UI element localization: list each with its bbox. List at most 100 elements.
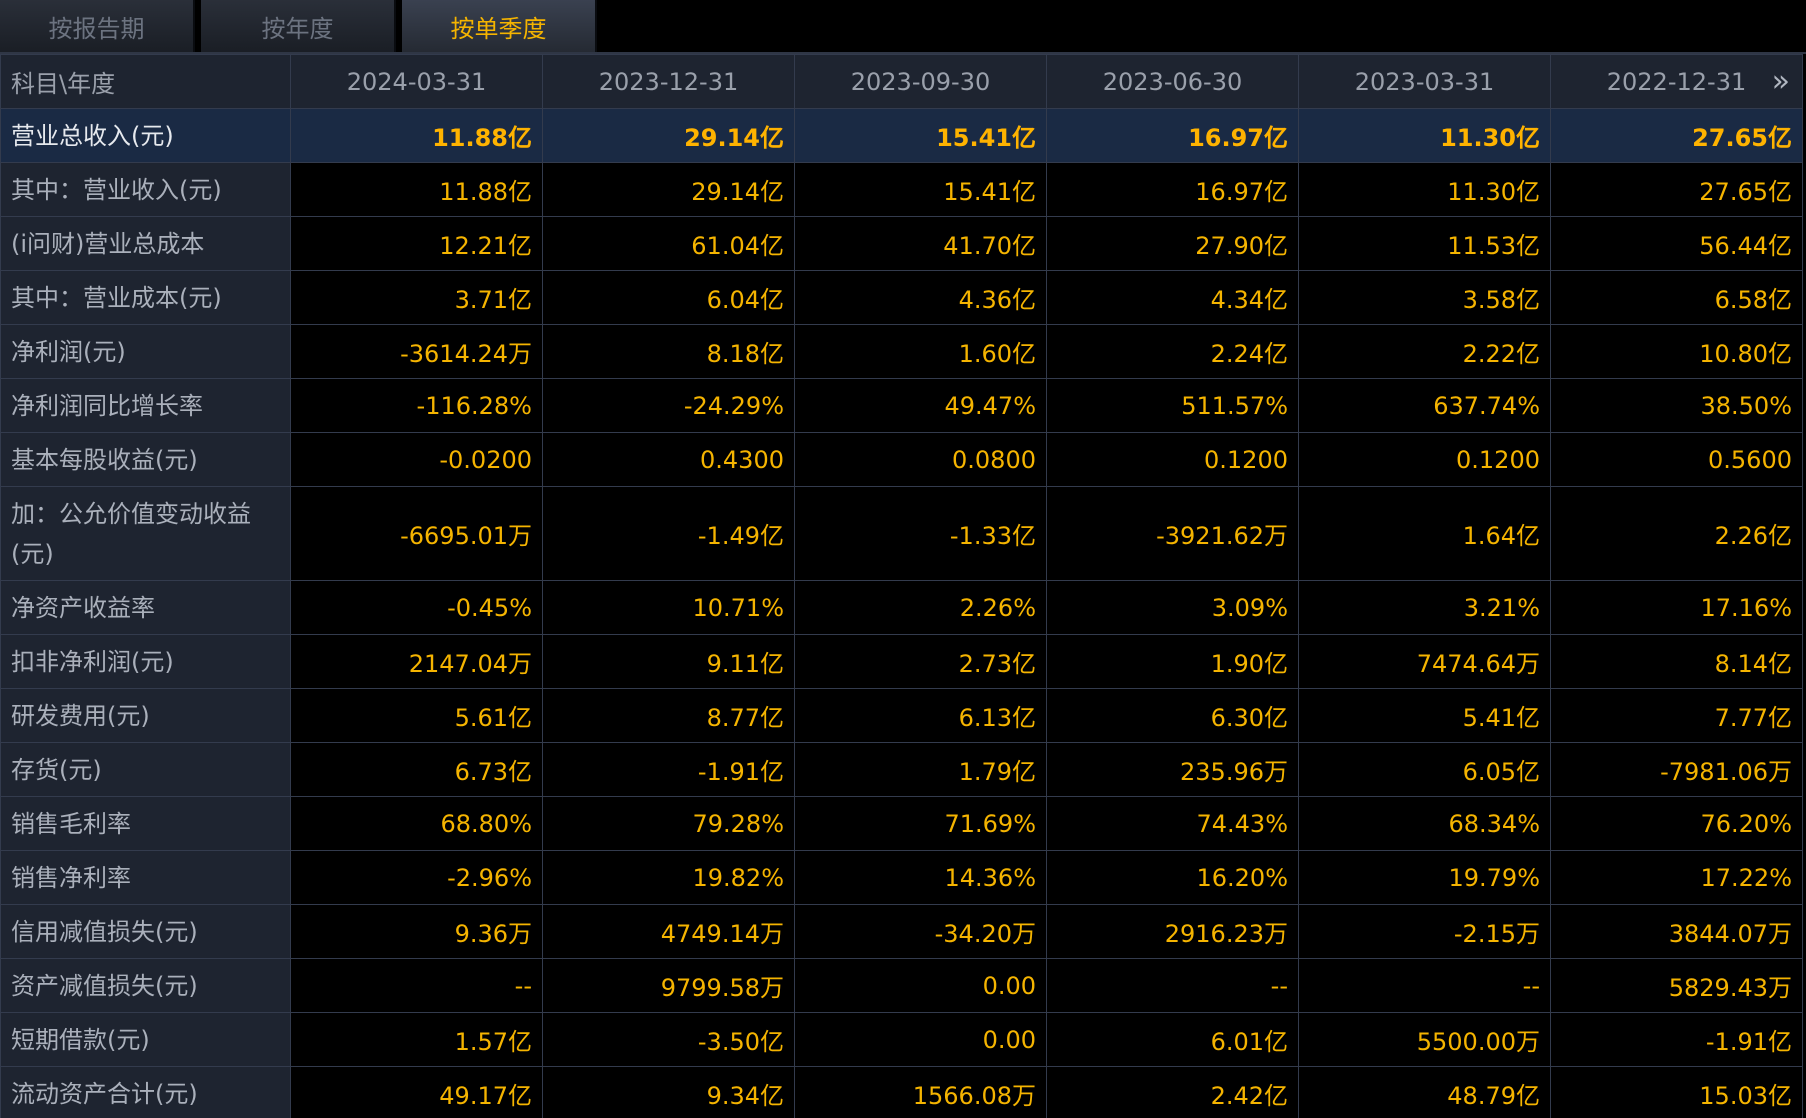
- cell-value: 3.21%: [1298, 580, 1551, 635]
- cell-value: 0.5600: [1550, 432, 1803, 487]
- table-row[interactable]: 基本每股收益(元) -0.0200 0.4300 0.0800 0.1200 0.1200…: [0, 432, 1803, 487]
- cell-value: 19.79%: [1298, 850, 1551, 905]
- cell-value: 2.26亿: [1550, 486, 1803, 581]
- cell-value: -0.45%: [290, 580, 543, 635]
- cell-value: 15.03亿: [1550, 1066, 1803, 1118]
- cell-value: 11.88亿: [290, 162, 543, 217]
- table-row[interactable]: 短期借款(元) 1.57亿 -3.50亿 0.00 6.01亿 5500.00万 -1.91…: [0, 1012, 1803, 1067]
- table-row[interactable]: 研发费用(元) 5.61亿 8.77亿 6.13亿 6.30亿 5.41亿 7.77亿: [0, 688, 1803, 743]
- cell-value: 4.34亿: [1046, 270, 1299, 325]
- table-row[interactable]: 其中：营业成本(元) 3.71亿 6.04亿 4.36亿 4.34亿 3.58亿 6.58亿: [0, 270, 1803, 325]
- cell-value: 2147.04万: [290, 634, 543, 689]
- cell-value: 2.73亿: [794, 634, 1047, 689]
- cell-value: 5.41亿: [1298, 688, 1551, 743]
- row-label: 其中：营业收入(元): [0, 162, 291, 217]
- cell-value: 6.13亿: [794, 688, 1047, 743]
- table-row[interactable]: 其中：营业收入(元) 11.88亿 29.14亿 15.41亿 16.97亿 11.30亿…: [0, 162, 1803, 217]
- cell-value: 29.14亿: [542, 108, 795, 163]
- cell-value: -6695.01万: [290, 486, 543, 581]
- cell-value: 2.42亿: [1046, 1066, 1299, 1118]
- cell-value: 11.30亿: [1298, 108, 1551, 163]
- cell-value: 2.22亿: [1298, 324, 1551, 379]
- cell-value: 17.22%: [1550, 850, 1803, 905]
- cell-value: 17.16%: [1550, 580, 1803, 635]
- table-row[interactable]: 净利润(元) -3614.24万 8.18亿 1.60亿 2.24亿 2.22亿 10.80…: [0, 324, 1803, 379]
- row-label: 流动资产合计(元): [0, 1066, 291, 1118]
- row-label: 存货(元): [0, 742, 291, 797]
- table-row[interactable]: 扣非净利润(元) 2147.04万 9.11亿 2.73亿 1.90亿 7474.64万 8…: [0, 634, 1803, 689]
- row-label: (i问财)营业总成本: [0, 216, 291, 271]
- column-header[interactable]: 2022-12-31 »: [1550, 54, 1803, 109]
- cell-value: 9.11亿: [542, 634, 795, 689]
- tab-by-report-period[interactable]: 按报告期: [0, 0, 195, 52]
- cell-value: --: [290, 958, 543, 1013]
- table-row[interactable]: 销售毛利率 68.80% 79.28% 71.69% 74.43% 68.34% 76.20…: [0, 796, 1803, 851]
- table-row[interactable]: (i问财)营业总成本 12.21亿 61.04亿 41.70亿 27.90亿 11.53亿…: [0, 216, 1803, 271]
- cell-value: 2916.23万: [1046, 904, 1299, 959]
- table-row[interactable]: 净资产收益率 -0.45% 10.71% 2.26% 3.09% 3.21% 17.16%: [0, 580, 1803, 635]
- cell-value: 56.44亿: [1550, 216, 1803, 271]
- cell-value: 9799.58万: [542, 958, 795, 1013]
- column-header[interactable]: 2023-06-30: [1046, 54, 1299, 109]
- tab-by-quarter[interactable]: 按单季度: [402, 0, 597, 52]
- cell-value: -34.20万: [794, 904, 1047, 959]
- cell-value: -24.29%: [542, 378, 795, 433]
- cell-value: 15.41亿: [794, 162, 1047, 217]
- column-header[interactable]: 2023-03-31: [1298, 54, 1551, 109]
- cell-value: 71.69%: [794, 796, 1047, 851]
- column-header[interactable]: 2024-03-31: [290, 54, 543, 109]
- table-row[interactable]: 营业总收入(元) 11.88亿 29.14亿 15.41亿 16.97亿 11.30亿 27…: [0, 108, 1803, 163]
- financial-table-container: 科目\年度 2024-03-31 2023-12-31 2023-09-30 2…: [0, 52, 1806, 1118]
- row-label: 资产减值损失(元): [0, 958, 291, 1013]
- cell-value: 11.88亿: [290, 108, 543, 163]
- row-label: 研发费用(元): [0, 688, 291, 743]
- next-page-icon[interactable]: »: [1771, 63, 1790, 99]
- column-header[interactable]: 2023-09-30: [794, 54, 1047, 109]
- cell-value: 6.05亿: [1298, 742, 1551, 797]
- cell-value: 0.4300: [542, 432, 795, 487]
- cell-value: 1.90亿: [1046, 634, 1299, 689]
- table-row[interactable]: 信用减值损失(元) 9.36万 4749.14万 -34.20万 2916.23万 -2.…: [0, 904, 1803, 959]
- table-row[interactable]: 销售净利率 -2.96% 19.82% 14.36% 16.20% 19.79% 17.22…: [0, 850, 1803, 905]
- cell-value: 2.24亿: [1046, 324, 1299, 379]
- row-label: 信用减值损失(元): [0, 904, 291, 959]
- cell-value: 16.97亿: [1046, 108, 1299, 163]
- cell-value: 6.01亿: [1046, 1012, 1299, 1067]
- cell-value: 10.80亿: [1550, 324, 1803, 379]
- cell-value: 6.73亿: [290, 742, 543, 797]
- cell-value: 5500.00万: [1298, 1012, 1551, 1067]
- cell-value: 0.00: [794, 958, 1047, 1013]
- table-row[interactable]: 存货(元) 6.73亿 -1.91亿 1.79亿 235.96万 6.05亿 -7981.0…: [0, 742, 1803, 797]
- cell-value: 1.57亿: [290, 1012, 543, 1067]
- cell-value: 0.1200: [1298, 432, 1551, 487]
- cell-value: 6.04亿: [542, 270, 795, 325]
- tab-by-year[interactable]: 按年度: [201, 0, 396, 52]
- cell-value: 2.26%: [794, 580, 1047, 635]
- cell-value: 74.43%: [1046, 796, 1299, 851]
- cell-value: 11.30亿: [1298, 162, 1551, 217]
- cell-value: 3.71亿: [290, 270, 543, 325]
- cell-value: 61.04亿: [542, 216, 795, 271]
- cell-value: 9.34亿: [542, 1066, 795, 1118]
- cell-value: 1566.08万: [794, 1066, 1047, 1118]
- cell-value: -3614.24万: [290, 324, 543, 379]
- table-row[interactable]: 加：公允价值变动收益(元) -6695.01万 -1.49亿 -1.33亿 -3921.…: [0, 486, 1803, 581]
- cell-value: 0.1200: [1046, 432, 1299, 487]
- cell-value: -3.50亿: [542, 1012, 795, 1067]
- cell-value: -116.28%: [290, 378, 543, 433]
- cell-value: -1.91亿: [1550, 1012, 1803, 1067]
- table-body: 营业总收入(元) 11.88亿 29.14亿 15.41亿 16.97亿 11.30亿 27…: [0, 108, 1803, 1118]
- cell-value: 68.80%: [290, 796, 543, 851]
- financial-table: 科目\年度 2024-03-31 2023-12-31 2023-09-30 2…: [0, 54, 1803, 1118]
- table-row[interactable]: 资产减值损失(元) -- 9799.58万 0.00 -- -- 5829.43万: [0, 958, 1803, 1013]
- cell-value: 29.14亿: [542, 162, 795, 217]
- cell-value: -2.96%: [290, 850, 543, 905]
- cell-value: 16.20%: [1046, 850, 1299, 905]
- table-row[interactable]: 流动资产合计(元) 49.17亿 9.34亿 1566.08万 2.42亿 48.79亿 1…: [0, 1066, 1803, 1118]
- cell-value: -2.15万: [1298, 904, 1551, 959]
- cell-value: 0.00: [794, 1012, 1047, 1067]
- column-header[interactable]: 2023-12-31: [542, 54, 795, 109]
- row-label: 加：公允价值变动收益(元): [0, 486, 291, 581]
- cell-value: 8.77亿: [542, 688, 795, 743]
- table-row[interactable]: 净利润同比增长率 -116.28% -24.29% 49.47% 511.57% 637.…: [0, 378, 1803, 433]
